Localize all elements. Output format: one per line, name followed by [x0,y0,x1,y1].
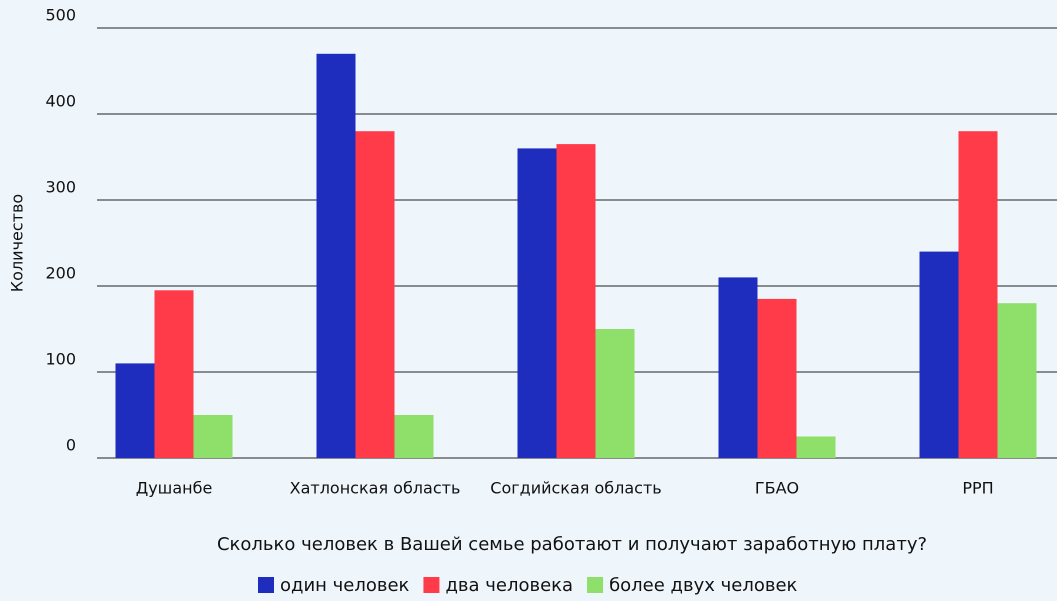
bar [355,131,395,458]
y-tick-label: 400 [45,92,76,111]
bar [193,415,233,458]
legend-swatch [587,577,604,593]
y-tick-label: 500 [45,6,76,25]
x-tick-label: Согдийская область [490,479,661,498]
y-tick-label: 0 [66,436,76,455]
bar [757,298,797,458]
bar [997,303,1037,458]
legend-swatch [258,577,274,593]
bar [595,329,635,458]
bar [556,144,596,458]
bar [919,251,959,458]
bar [154,290,194,458]
bar [316,53,356,459]
legend-label: один человек [280,575,410,596]
bar [718,277,758,458]
legend-swatch [423,577,440,593]
bar [517,148,557,458]
x-tick-label: ГБАО [755,479,799,498]
bar [394,415,434,458]
bar [958,131,998,458]
legend-label: более двух человек [609,575,797,596]
x-tick-label: Хатлонская область [290,479,461,498]
bar [115,363,155,458]
bar [796,436,836,458]
x-axis-title: Сколько человек в Вашей семье работают и… [217,534,927,555]
y-tick-label: 100 [45,350,76,369]
y-tick-label: 300 [45,178,76,197]
y-tick-label: 200 [45,264,76,283]
x-tick-label: РРП [962,479,993,498]
y-axis-title: Количество [8,194,27,292]
x-tick-label: Душанбе [136,479,213,498]
legend-label: два человека [445,575,573,596]
